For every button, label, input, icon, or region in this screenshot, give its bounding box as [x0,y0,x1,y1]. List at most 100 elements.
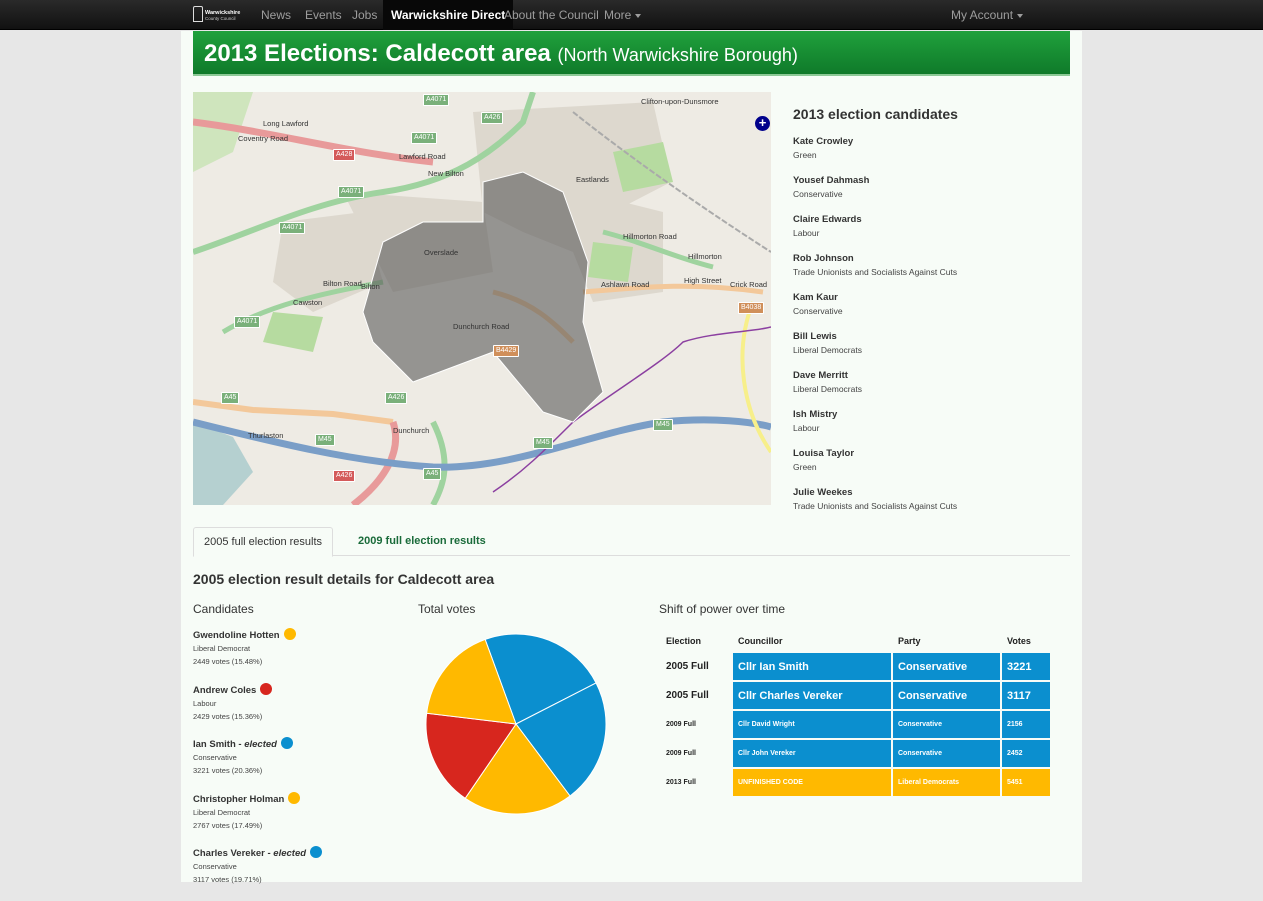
table-row: 2005 Full Cllr Ian Smith Conservative 32… [661,653,1050,680]
candidate-party: Liberal Democrats [793,345,862,355]
candidate-item: Ish Mistry Labour [793,409,1063,435]
candidate-item: Kate Crowley Green [793,136,1063,162]
tab-2009-results[interactable]: 2009 full election results [358,535,486,547]
layer-switcher-button[interactable]: + [755,116,770,131]
candidate-name: Yousef Dahmash [793,175,870,186]
row-election: 2005 Full [666,661,709,672]
map-label: Eastlands [576,175,609,184]
map-label: Hillmorton Road [623,232,677,241]
party-color-dot [280,737,293,749]
map-label: New Bilton [428,169,464,178]
table-row: 2009 Full Cllr John Vereker Conservative… [661,740,1050,767]
candidate-name: Charles Vereker [193,848,265,859]
map-label: Dunchurch Road [453,322,510,331]
candidate-party: Liberal Democrats [793,384,862,394]
party-color-dot [260,682,273,695]
candidate-result: Christopher Holman Liberal Democrat 2767… [193,791,393,847]
nav-more-dropdown[interactable]: More [596,0,649,30]
candidate-party: Trade Unionists and Socialists Against C… [793,501,958,511]
candidate-party: Conservative [193,753,237,762]
nav-about-council[interactable]: About the Council [504,8,599,22]
pie-slice [515,682,607,797]
candidate-party: Conservative [793,306,843,316]
results-tabs: 2005 full election results 2009 full ele… [193,527,1070,557]
logo-line2: County Council [205,16,236,21]
page-banner: 2013 Elections: Caldecott area (North Wa… [193,31,1070,76]
candidate-result: Andrew Coles Labour 2429 votes (15.36%) [193,682,393,738]
row-party: Conservative [893,711,1000,738]
total-votes-pie-chart [425,633,607,815]
map-label: Coventry Road [238,134,289,143]
shift-of-power-table: Election Councillor Party Votes 2005 Ful… [659,629,1052,798]
candidate-party: Conservative [193,862,237,871]
pie-slice [464,723,571,815]
row-party: Liberal Democrats [893,769,1000,796]
candidates-2013-panel: 2013 election candidates Kate Crowley Gre… [793,106,1063,526]
candidate-result: Charles Vereker - elected Conservative 3… [193,846,393,901]
road-badge: A4071 [411,132,438,144]
row-election: 2013 Full [666,779,696,786]
candidate-votes: 3221 votes (20.36%) [193,766,263,775]
nav-more-label: More [604,8,632,22]
row-votes: 2452 [1002,740,1050,767]
candidate-party: Green [793,150,817,160]
map-canvas [193,92,771,505]
my-account-dropdown[interactable]: My Account [943,0,1031,30]
page-title: 2013 Elections: Caldecott area (North Wa… [204,40,798,68]
road-badge: M45 [315,434,335,446]
row-votes: 2156 [1002,711,1050,738]
council-logo[interactable]: Warwickshire County Council [193,4,241,26]
nav-jobs[interactable]: Jobs [352,8,378,22]
map-label: Thurlaston [248,431,284,440]
nav-events[interactable]: Events [305,8,342,22]
road-badge: A45 [423,468,442,480]
row-election: 2005 Full [666,690,709,701]
row-councillor: Cllr Ian Smith [733,653,891,680]
candidate-item: Claire Edwards Labour [793,214,1063,240]
col-votes: Votes [1007,636,1031,646]
elected-label: elected [244,739,277,750]
row-votes: 5451 [1002,769,1050,796]
row-votes: 3221 [1002,653,1050,680]
candidate-party: Liberal Democrat [193,644,251,653]
table-row: 2009 Full Cllr David Wright Conservative… [661,711,1050,738]
candidate-votes: 3117 votes (19.71%) [193,875,262,884]
road-badge: M45 [533,437,553,449]
road-badge: A4071 [279,222,306,234]
candidates-heading: Candidates [193,602,254,616]
row-councillor: Cllr John Vereker [733,740,891,767]
caret-down-icon [635,13,642,18]
party-color-dot [288,791,301,804]
candidate-party: Green [793,462,817,472]
tab-2005-results[interactable]: 2005 full election results [193,527,334,557]
candidate-item: Kam Kaur Conservative [793,292,1063,318]
road-badge: A45 [221,392,240,404]
candidate-item: Rob Johnson Trade Unionists and Socialist… [793,253,1063,279]
candidate-votes: 2767 votes (17.49%) [193,820,263,830]
road-badge: A4071 [234,316,261,328]
nav-news[interactable]: News [261,8,292,22]
map-label: Cawston [293,298,323,307]
candidates-2013-heading: 2013 election candidates [793,106,958,122]
table-row: 2005 Full Cllr Charles Vereker Conservat… [661,682,1050,709]
candidate-party: Labour [793,423,820,433]
candidate-name: Andrew Coles [193,684,257,696]
candidate-item: Bill Lewis Liberal Democrats [793,331,1063,357]
candidate-party: Labour [193,698,217,708]
row-councillor: Cllr Charles Vereker [733,682,891,709]
logo-line1: Warwickshire [205,10,241,16]
candidate-votes: 2429 votes (15.36%) [193,711,263,721]
division-map[interactable]: Long Lawford New Bilton Eastlands Oversl… [193,92,771,505]
candidate-name: Louisa Taylor [793,448,855,459]
row-party: Conservative [893,682,1000,709]
road-badge: A4071 [423,94,450,106]
candidate-item: Julie Weekes Trade Unionists and Socialis… [793,487,1063,513]
nav-warwickshire-direct[interactable]: Warwickshire Direct [383,0,514,30]
map-label: Hillmorton [688,252,722,261]
col-election: Election [666,636,702,646]
road-badge: B4038 [738,302,765,314]
page-container: 2013 Elections: Caldecott area (North Wa… [181,31,1082,884]
page-subtitle: (North Warwickshire Borough) [557,45,798,65]
row-election: 2009 Full [666,721,696,728]
map-label: Bilton Road [323,279,362,288]
